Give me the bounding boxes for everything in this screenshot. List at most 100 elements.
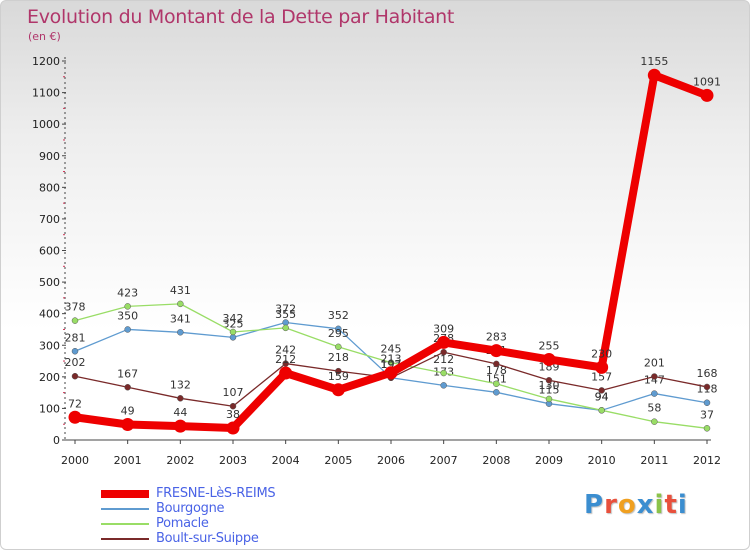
data-point bbox=[440, 369, 447, 377]
legend-label: Bourgogne bbox=[156, 501, 225, 516]
logo-letter: o bbox=[617, 490, 637, 520]
data-label: 201 bbox=[644, 357, 665, 370]
data-label: 115 bbox=[539, 384, 560, 397]
data-label: 372 bbox=[275, 303, 296, 316]
data-label: 218 bbox=[328, 351, 349, 364]
data-label: 213 bbox=[381, 353, 402, 366]
chart-subtitle: (en €) bbox=[28, 30, 61, 43]
y-tick-label: 900 bbox=[39, 150, 60, 163]
data-label: 283 bbox=[486, 331, 507, 344]
data-label: 44 bbox=[173, 406, 187, 419]
data-label: 423 bbox=[117, 286, 138, 299]
legend-item: Pomacle bbox=[101, 516, 275, 531]
y-tick-label: 100 bbox=[39, 402, 60, 415]
proxiti-logo: Proxiti bbox=[584, 490, 688, 520]
y-tick-label: 0 bbox=[53, 434, 60, 447]
legend: FRESNE-LèS-REIMS Bourgogne Pomacle Boult-su… bbox=[101, 486, 276, 546]
data-point bbox=[279, 366, 293, 380]
legend-label: Pomacle bbox=[156, 516, 209, 531]
data-label: 1155 bbox=[640, 55, 668, 68]
data-point bbox=[282, 324, 289, 332]
data-point bbox=[598, 407, 605, 414]
data-label: 355 bbox=[275, 308, 296, 321]
y-tick-label: 600 bbox=[39, 245, 60, 258]
data-label: 38 bbox=[226, 408, 240, 421]
data-point bbox=[177, 329, 184, 336]
data-label: 325 bbox=[223, 317, 244, 330]
data-point bbox=[229, 328, 237, 336]
logo-letter: i bbox=[677, 490, 688, 520]
data-point bbox=[71, 317, 79, 324]
data-point bbox=[71, 348, 79, 355]
data-point bbox=[703, 399, 711, 406]
data-point bbox=[71, 372, 79, 380]
data-point bbox=[700, 88, 714, 102]
legend-item: Bourgogne bbox=[101, 501, 275, 516]
data-point bbox=[595, 360, 609, 374]
data-point bbox=[229, 334, 237, 341]
data-point bbox=[177, 395, 184, 402]
data-label: 132 bbox=[170, 378, 191, 391]
data-label: 431 bbox=[170, 284, 191, 297]
data-point bbox=[335, 343, 342, 351]
data-label: 281 bbox=[65, 331, 86, 344]
data-point bbox=[384, 366, 398, 380]
data-point bbox=[229, 402, 237, 410]
data-point bbox=[651, 373, 658, 380]
x-tick-label: 2009 bbox=[535, 454, 563, 467]
y-tick-label: 1000 bbox=[32, 118, 60, 131]
x-tick-label: 2002 bbox=[166, 454, 194, 467]
x-tick-label: 2005 bbox=[324, 454, 352, 467]
legend-swatch bbox=[101, 538, 149, 540]
data-label: 94 bbox=[595, 390, 609, 403]
y-tick-label: 400 bbox=[39, 308, 60, 321]
logo-letter: x bbox=[636, 490, 655, 520]
data-point bbox=[68, 410, 82, 424]
legend-swatch bbox=[101, 523, 149, 525]
data-label: 168 bbox=[697, 367, 718, 380]
data-label: 159 bbox=[328, 370, 349, 383]
data-label: 255 bbox=[539, 339, 560, 352]
logo-letter: i bbox=[654, 490, 665, 520]
legend-label: Boult-sur-Suippe bbox=[156, 531, 259, 546]
x-tick-label: 2000 bbox=[61, 454, 89, 467]
data-point bbox=[542, 352, 556, 366]
data-label: 352 bbox=[328, 309, 349, 322]
data-label: 309 bbox=[433, 322, 454, 335]
x-tick-label: 2006 bbox=[377, 454, 405, 467]
data-point bbox=[173, 419, 187, 433]
data-point bbox=[226, 421, 240, 435]
data-point bbox=[493, 380, 500, 388]
data-label: 167 bbox=[117, 367, 138, 380]
data-point bbox=[489, 344, 503, 358]
legend-swatch bbox=[101, 508, 149, 510]
data-point bbox=[335, 325, 342, 333]
y-tick-label: 700 bbox=[39, 213, 60, 226]
x-tick-label: 2011 bbox=[640, 454, 668, 467]
data-label: 350 bbox=[117, 309, 138, 322]
data-point bbox=[545, 377, 553, 384]
data-point bbox=[124, 384, 131, 391]
x-tick-label: 2010 bbox=[588, 454, 616, 467]
data-label: 178 bbox=[486, 364, 507, 377]
chart-title: Evolution du Montant de la Dette par Hab… bbox=[27, 6, 455, 28]
data-point bbox=[387, 359, 395, 366]
data-label: 130 bbox=[539, 379, 560, 392]
logo-letter: r bbox=[604, 490, 618, 520]
data-label: 1091 bbox=[693, 75, 721, 88]
data-point bbox=[440, 348, 447, 356]
data-point bbox=[545, 395, 553, 403]
data-label: 242 bbox=[275, 344, 296, 357]
data-label: 147 bbox=[644, 374, 665, 387]
data-point bbox=[124, 326, 131, 333]
x-tick-label: 2007 bbox=[430, 454, 458, 467]
x-tick-label: 2012 bbox=[693, 454, 721, 467]
x-tick-label: 2001 bbox=[114, 454, 142, 467]
y-tick-label: 1200 bbox=[32, 55, 60, 68]
data-point bbox=[121, 418, 135, 432]
y-tick-label: 800 bbox=[39, 181, 60, 194]
logo-letter: t bbox=[664, 490, 678, 520]
data-point bbox=[440, 382, 447, 389]
data-label: 37 bbox=[700, 408, 714, 421]
data-label: 49 bbox=[121, 405, 135, 418]
